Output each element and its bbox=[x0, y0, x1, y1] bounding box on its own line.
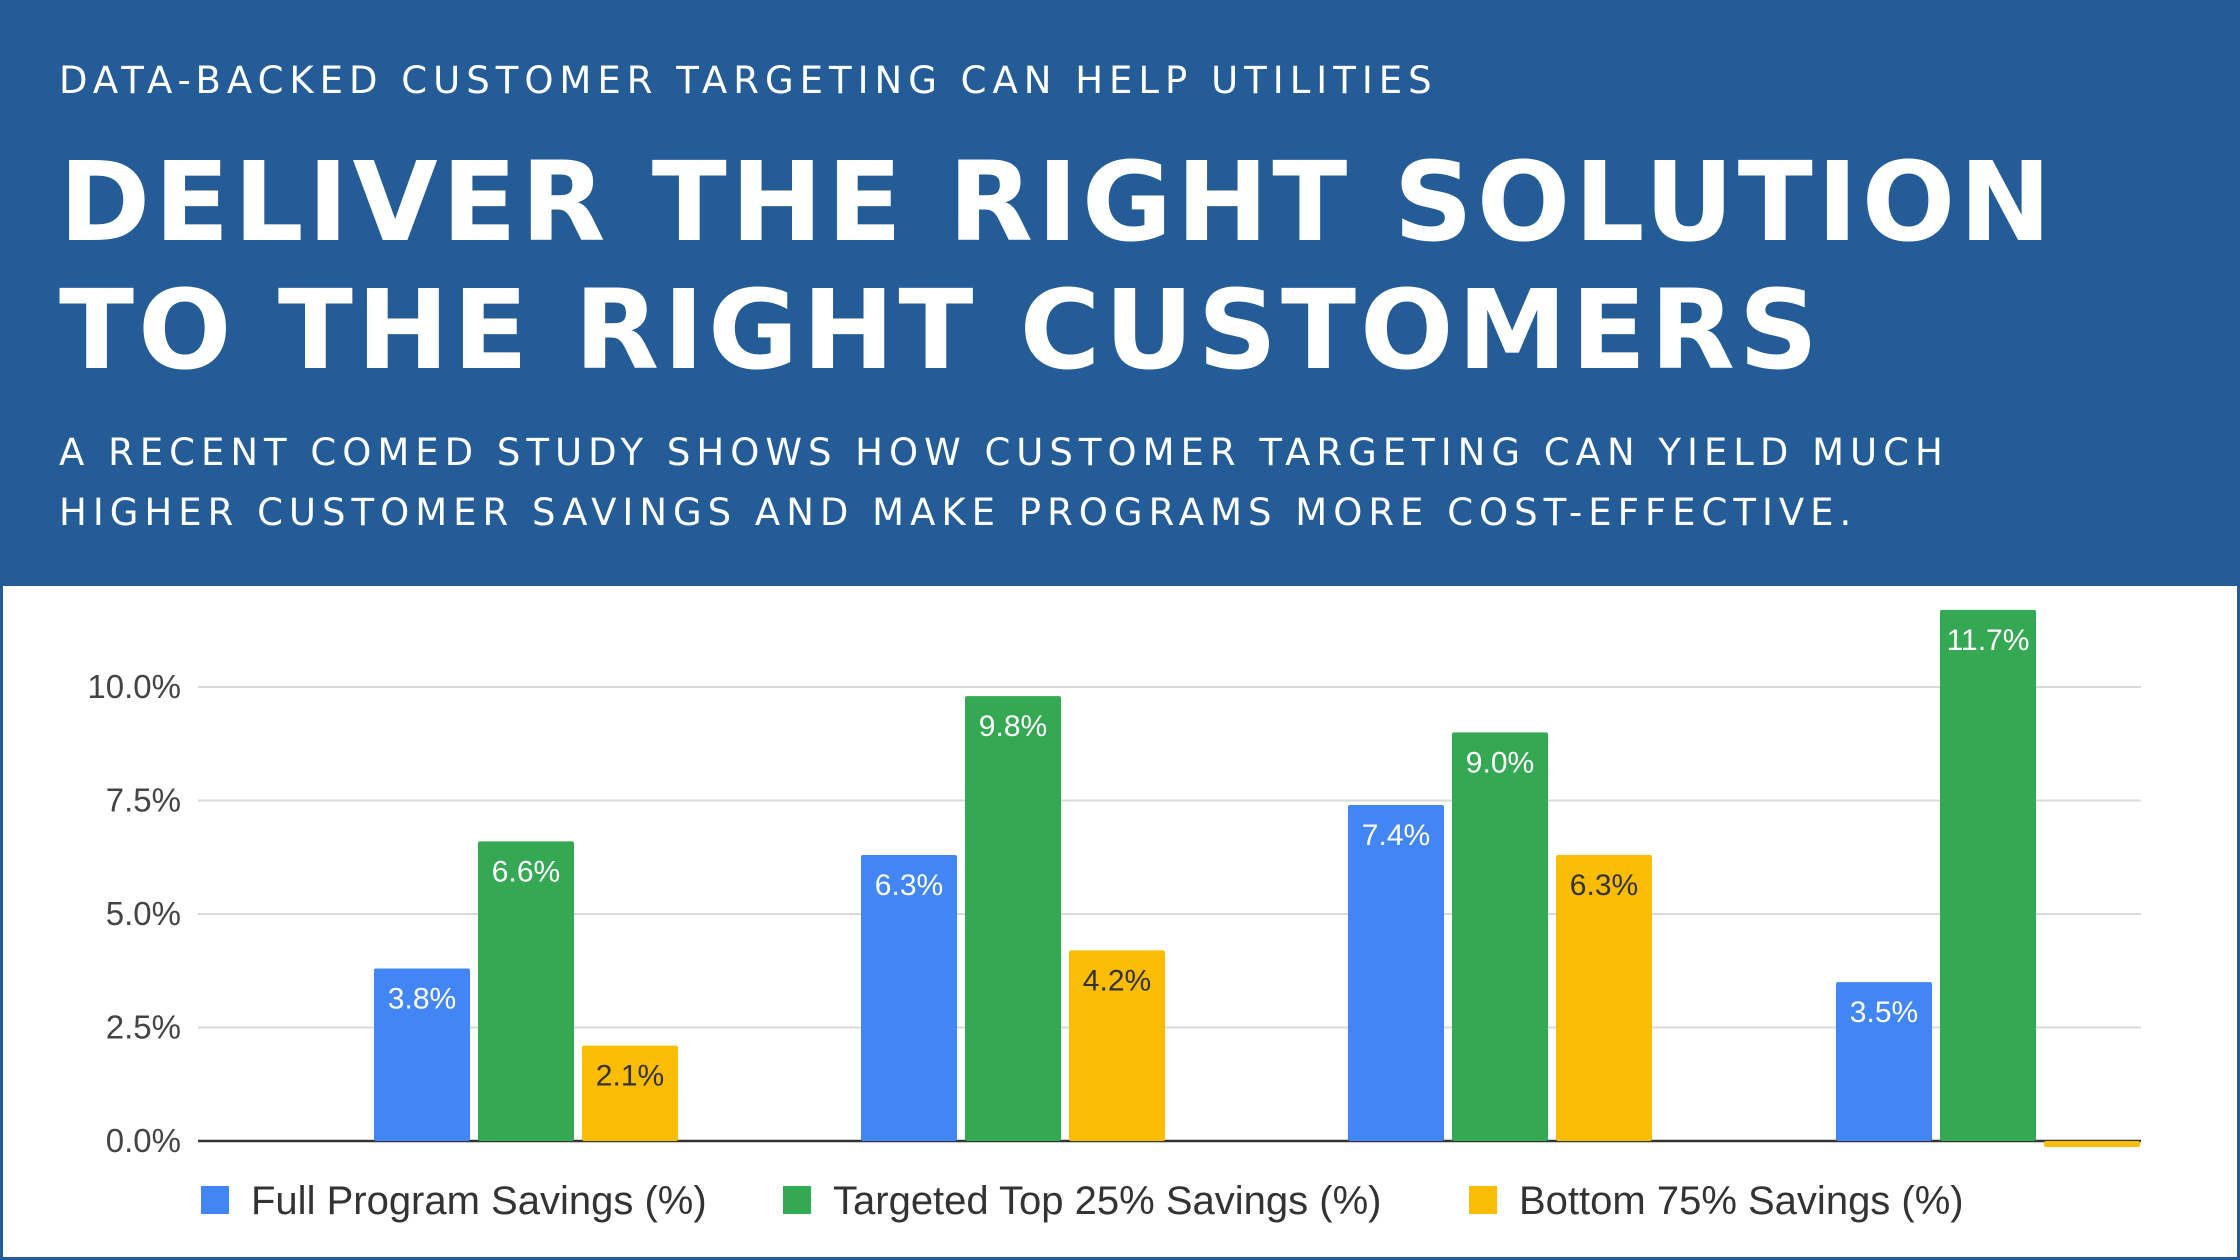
data-label-top25-2: 9.8% bbox=[979, 710, 1047, 743]
bar-bottom75-4 bbox=[2044, 1141, 2140, 1147]
data-label-full-1: 3.8% bbox=[388, 982, 456, 1015]
bar-full-4 bbox=[1836, 982, 1932, 1141]
header-banner: DATA-BACKED CUSTOMER TARGETING CAN HELP … bbox=[3, 3, 2237, 586]
subline-line-2: HIGHER CUSTOMER SAVINGS AND MAKE PROGRAM… bbox=[59, 491, 1858, 534]
data-label-bottom75-2: 4.2% bbox=[1083, 964, 1151, 997]
bar-top25-2 bbox=[965, 696, 1061, 1141]
bar-top25-4 bbox=[1940, 609, 2036, 1141]
headline-line-2: TO THE RIGHT CUSTOMERS bbox=[59, 266, 1823, 394]
y-tick-label: 0.0% bbox=[106, 1122, 181, 1159]
legend-swatch-full bbox=[201, 1186, 229, 1214]
data-label-bottom75-1: 2.1% bbox=[596, 1060, 664, 1093]
legend-label-bottom75: Bottom 75% Savings (%) bbox=[1519, 1179, 1964, 1223]
headline-line-1: DELIVER THE RIGHT SOLUTION bbox=[59, 138, 2056, 266]
y-tick-label: 7.5% bbox=[106, 782, 181, 819]
kicker-text: DATA-BACKED CUSTOMER TARGETING CAN HELP … bbox=[59, 59, 1438, 102]
subline-line-1: A RECENT COMED STUDY SHOWS HOW CUSTOMER … bbox=[59, 431, 1949, 474]
y-tick-label: 2.5% bbox=[106, 1009, 181, 1046]
bar-bottom75-2 bbox=[1069, 950, 1165, 1141]
data-label-full-2: 6.3% bbox=[875, 869, 943, 902]
headline: DELIVER THE RIGHT SOLUTION TO THE RIGHT … bbox=[59, 138, 2055, 394]
legend-swatch-top25 bbox=[783, 1186, 811, 1214]
y-tick-label: 5.0% bbox=[106, 895, 181, 932]
data-label-top25-4: 11.7% bbox=[1947, 624, 2030, 657]
bar-bottom75-1 bbox=[582, 1045, 678, 1141]
bar-full-2 bbox=[861, 854, 957, 1141]
bar-full-1 bbox=[374, 968, 470, 1141]
y-tick-label: 10.0% bbox=[87, 668, 181, 705]
bar-full-3 bbox=[1348, 805, 1444, 1141]
data-label-full-4: 3.5% bbox=[1850, 996, 1918, 1029]
bar-bottom75-3 bbox=[1556, 854, 1652, 1141]
legend-label-full: Full Program Savings (%) bbox=[251, 1179, 707, 1223]
subline: A RECENT COMED STUDY SHOWS HOW CUSTOMER … bbox=[59, 423, 1949, 543]
data-label-bottom75-3: 6.3% bbox=[1570, 869, 1638, 902]
legend-swatch-bottom75 bbox=[1469, 1186, 1497, 1214]
data-label-full-3: 7.4% bbox=[1362, 819, 1430, 852]
savings-bar-chart: 0.0% 2.5% 5.0% 7.5% 10.0% 3.8% 6.3% 7.4% 3.5% 6.6… bbox=[87, 609, 2141, 1223]
data-label-top25-3: 9.0% bbox=[1466, 746, 1534, 779]
legend-label-top25: Targeted Top 25% Savings (%) bbox=[833, 1179, 1381, 1223]
data-label-top25-1: 6.6% bbox=[492, 855, 560, 888]
bar-top25-1 bbox=[478, 841, 574, 1141]
bar-top25-3 bbox=[1452, 732, 1548, 1141]
